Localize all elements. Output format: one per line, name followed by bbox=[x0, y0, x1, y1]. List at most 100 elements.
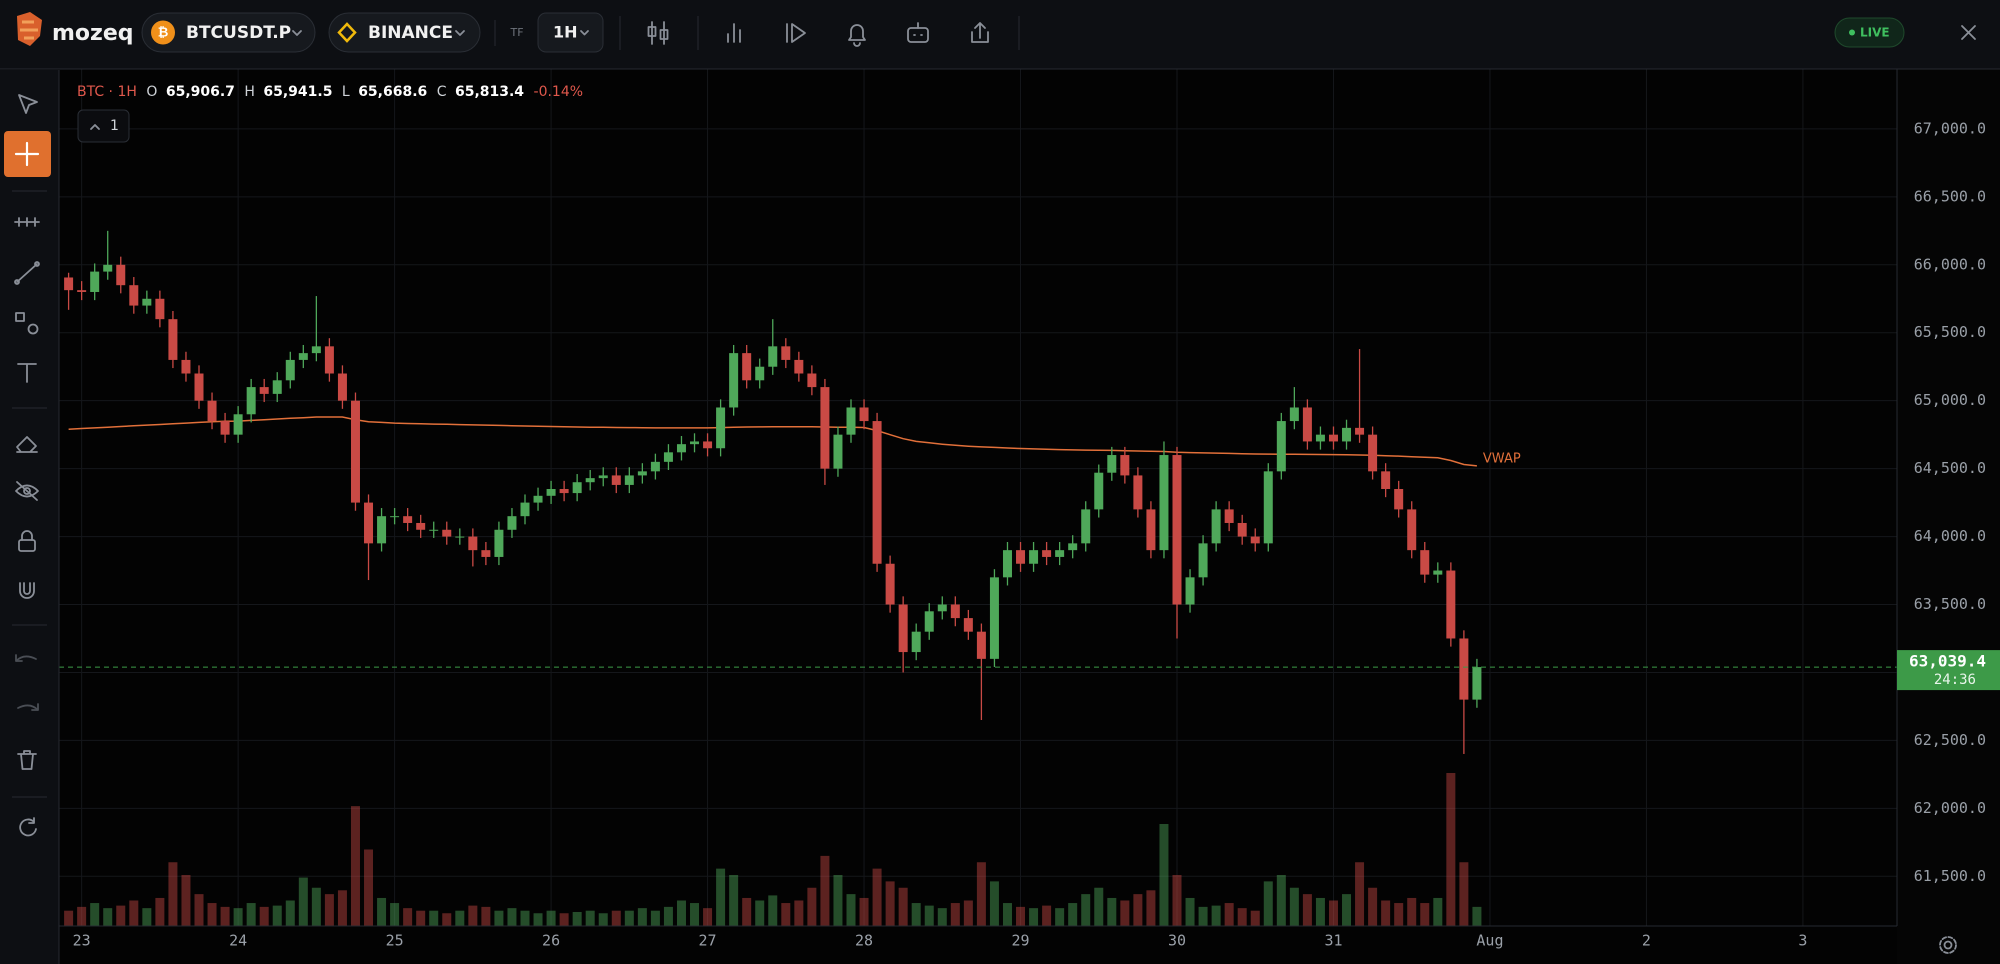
volume-bar bbox=[1120, 900, 1130, 926]
trend-line-tool[interactable] bbox=[14, 261, 40, 285]
redo-button[interactable] bbox=[17, 703, 39, 711]
hide-tool[interactable] bbox=[15, 481, 39, 501]
volume-bar bbox=[155, 897, 165, 926]
volume-bar bbox=[272, 905, 282, 926]
candle-body bbox=[220, 421, 230, 435]
legend-o-label: O bbox=[146, 84, 157, 100]
volume-bar bbox=[768, 895, 778, 926]
candle-body bbox=[885, 563, 895, 605]
candle-body bbox=[794, 359, 804, 374]
y-tick-label: 65,500.0 bbox=[1914, 323, 1986, 341]
legend-title: BTC · 1H bbox=[77, 84, 137, 100]
volume-bar bbox=[455, 910, 465, 926]
y-tick-label: 64,000.0 bbox=[1914, 527, 1986, 545]
volume-bar bbox=[872, 868, 882, 926]
logo[interactable]: mozeq bbox=[17, 12, 134, 46]
candle-body bbox=[742, 353, 752, 381]
volume-bar bbox=[1094, 887, 1104, 926]
candle-body bbox=[1029, 550, 1039, 564]
exchange-selector[interactable]: BINANCE bbox=[328, 12, 481, 53]
lock-tool[interactable] bbox=[18, 530, 36, 552]
candle-body bbox=[364, 502, 374, 544]
volume-bar bbox=[611, 910, 621, 926]
volume-bar bbox=[364, 849, 374, 926]
volume-bar bbox=[90, 903, 100, 926]
candle-body bbox=[1094, 472, 1104, 510]
candle-body bbox=[1446, 570, 1456, 639]
close-button[interactable] bbox=[1961, 25, 1976, 40]
share-button[interactable] bbox=[971, 22, 989, 43]
cursor-tool[interactable] bbox=[18, 94, 38, 114]
candle-body bbox=[1237, 522, 1247, 537]
candle-type-button[interactable] bbox=[647, 21, 669, 45]
horizontal-line-tool[interactable] bbox=[14, 217, 40, 227]
candle-body bbox=[650, 461, 660, 472]
text-tool[interactable] bbox=[17, 363, 37, 383]
candle-body bbox=[716, 407, 726, 449]
replay-button[interactable] bbox=[786, 23, 806, 43]
volume-bar bbox=[937, 908, 947, 926]
candle-body bbox=[1472, 667, 1482, 700]
volume-bar bbox=[311, 887, 321, 926]
alert-button[interactable] bbox=[848, 24, 866, 47]
volume-bar bbox=[820, 855, 830, 926]
candle-body bbox=[429, 529, 439, 531]
volume-bar bbox=[285, 900, 295, 926]
symbol-selector[interactable]: ₿ BTCUSDT.P bbox=[141, 12, 316, 53]
volume-bar bbox=[950, 903, 960, 926]
x-tick-label: 28 bbox=[855, 932, 873, 950]
timeframe: 1H bbox=[553, 23, 578, 42]
candle-body bbox=[129, 285, 139, 306]
y-tick-label: 62,500.0 bbox=[1914, 731, 1986, 749]
volume-bar bbox=[989, 881, 999, 926]
candle-body bbox=[1355, 427, 1365, 435]
indicators-button[interactable] bbox=[727, 23, 741, 43]
magnet-tool[interactable] bbox=[19, 582, 35, 599]
volume-bar bbox=[1029, 908, 1039, 926]
shapes-tool[interactable] bbox=[15, 312, 39, 335]
volume-bar bbox=[377, 897, 387, 926]
legend-l-label: L bbox=[342, 84, 350, 100]
candle-body bbox=[350, 400, 360, 503]
reset-button[interactable] bbox=[19, 817, 37, 837]
x-tick-label: 29 bbox=[1011, 932, 1029, 950]
volume-bar bbox=[1342, 894, 1352, 926]
candle-body bbox=[77, 290, 87, 292]
candle-body bbox=[1016, 550, 1026, 564]
candle-body bbox=[1276, 421, 1286, 472]
candle-body bbox=[937, 604, 947, 612]
candle-layer bbox=[64, 230, 1482, 754]
settings-button[interactable] bbox=[1939, 936, 1957, 954]
volume-bar bbox=[142, 908, 152, 926]
volume-bar bbox=[729, 875, 739, 926]
y-tick-label: 66,500.0 bbox=[1914, 187, 1986, 205]
indicator-toggle[interactable]: 1 bbox=[77, 109, 130, 143]
candle-body bbox=[1120, 455, 1130, 476]
candle-body bbox=[781, 346, 791, 360]
caret bbox=[455, 30, 465, 36]
undo-button[interactable] bbox=[15, 654, 37, 662]
candle-body bbox=[1342, 427, 1352, 442]
volume-bar bbox=[650, 910, 660, 926]
volume-bar bbox=[207, 903, 217, 926]
delete-button[interactable] bbox=[17, 750, 37, 770]
volume-bar bbox=[64, 910, 74, 926]
candle-body bbox=[1420, 550, 1430, 575]
candle-body bbox=[1433, 570, 1443, 575]
timeframe-selector[interactable]: 1H bbox=[537, 12, 604, 53]
candle-body bbox=[1198, 543, 1208, 578]
candle-body bbox=[729, 353, 739, 408]
candle-body bbox=[246, 387, 256, 415]
candle-body bbox=[207, 400, 217, 422]
volume-bar bbox=[403, 908, 413, 926]
bot-button[interactable] bbox=[907, 22, 929, 43]
x-tick-label: 31 bbox=[1324, 932, 1342, 950]
bitcoin-icon bbox=[151, 20, 175, 45]
volume-bar bbox=[1002, 903, 1012, 926]
candle-body bbox=[116, 264, 126, 286]
x-tick-label: 2 bbox=[1642, 932, 1651, 950]
candle-body bbox=[481, 550, 491, 557]
eraser-tool[interactable] bbox=[16, 436, 38, 453]
volume-bar bbox=[963, 900, 973, 926]
